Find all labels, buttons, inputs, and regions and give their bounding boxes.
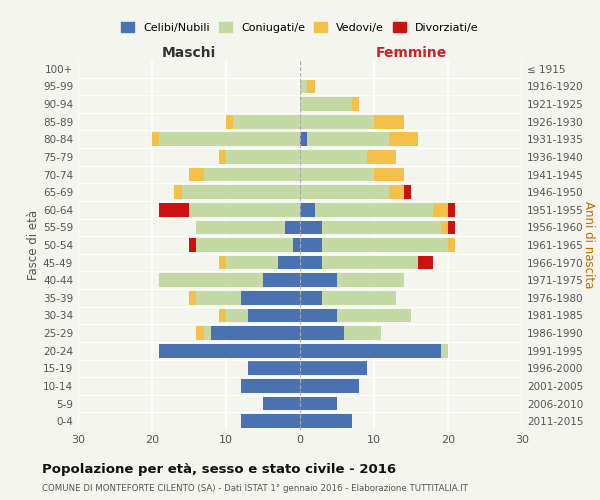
- Text: Maschi: Maschi: [162, 46, 216, 60]
- Bar: [293, 238, 300, 252]
- Bar: [300, 238, 322, 252]
- Bar: [433, 203, 448, 216]
- Bar: [196, 220, 285, 234]
- Bar: [322, 256, 418, 270]
- Bar: [285, 220, 300, 234]
- Bar: [263, 396, 300, 410]
- Bar: [300, 274, 337, 287]
- Bar: [241, 414, 300, 428]
- Bar: [389, 132, 418, 146]
- Bar: [300, 168, 374, 181]
- Bar: [218, 150, 226, 164]
- Bar: [344, 326, 382, 340]
- Bar: [300, 379, 359, 393]
- Bar: [226, 256, 278, 270]
- Bar: [189, 203, 300, 216]
- Bar: [263, 274, 300, 287]
- Bar: [226, 308, 248, 322]
- Bar: [300, 396, 337, 410]
- Bar: [300, 97, 352, 111]
- Bar: [448, 203, 455, 216]
- Bar: [248, 362, 300, 375]
- Text: COMUNE DI MONTEFORTE CILENTO (SA) - Dati ISTAT 1° gennaio 2016 - Elaborazione TU: COMUNE DI MONTEFORTE CILENTO (SA) - Dati…: [42, 484, 468, 493]
- Bar: [374, 115, 404, 128]
- Bar: [300, 80, 307, 94]
- Bar: [218, 308, 226, 322]
- Bar: [241, 291, 300, 304]
- Bar: [300, 414, 352, 428]
- Bar: [226, 115, 233, 128]
- Bar: [196, 291, 241, 304]
- Bar: [440, 344, 448, 358]
- Bar: [367, 150, 396, 164]
- Bar: [300, 150, 367, 164]
- Bar: [448, 220, 455, 234]
- Legend: Celibi/Nubili, Coniugati/e, Vedovi/e, Divorziati/e: Celibi/Nubili, Coniugati/e, Vedovi/e, Di…: [117, 18, 483, 37]
- Bar: [160, 203, 189, 216]
- Bar: [352, 97, 359, 111]
- Bar: [196, 326, 204, 340]
- Bar: [204, 326, 211, 340]
- Bar: [307, 80, 315, 94]
- Bar: [300, 132, 307, 146]
- Bar: [152, 132, 160, 146]
- Bar: [300, 186, 389, 199]
- Bar: [322, 220, 440, 234]
- Bar: [337, 274, 404, 287]
- Bar: [307, 132, 389, 146]
- Bar: [322, 238, 448, 252]
- Bar: [160, 344, 300, 358]
- Text: Femmine: Femmine: [376, 46, 446, 60]
- Bar: [189, 291, 196, 304]
- Bar: [233, 115, 300, 128]
- Bar: [440, 220, 448, 234]
- Y-axis label: Fasce di età: Fasce di età: [27, 210, 40, 280]
- Bar: [182, 186, 300, 199]
- Bar: [189, 168, 204, 181]
- Bar: [300, 362, 367, 375]
- Bar: [418, 256, 433, 270]
- Bar: [300, 291, 322, 304]
- Bar: [315, 203, 433, 216]
- Y-axis label: Anni di nascita: Anni di nascita: [582, 202, 595, 288]
- Bar: [160, 274, 263, 287]
- Bar: [174, 186, 182, 199]
- Bar: [389, 186, 404, 199]
- Bar: [404, 186, 411, 199]
- Bar: [218, 256, 226, 270]
- Text: Popolazione per età, sesso e stato civile - 2016: Popolazione per età, sesso e stato civil…: [42, 462, 396, 475]
- Bar: [204, 168, 300, 181]
- Bar: [300, 220, 322, 234]
- Bar: [196, 238, 293, 252]
- Bar: [211, 326, 300, 340]
- Bar: [241, 379, 300, 393]
- Bar: [448, 238, 455, 252]
- Bar: [189, 238, 196, 252]
- Bar: [160, 132, 300, 146]
- Bar: [322, 291, 396, 304]
- Bar: [300, 326, 344, 340]
- Bar: [300, 308, 337, 322]
- Bar: [248, 308, 300, 322]
- Bar: [300, 115, 374, 128]
- Bar: [278, 256, 300, 270]
- Bar: [337, 308, 411, 322]
- Bar: [300, 344, 440, 358]
- Bar: [300, 256, 322, 270]
- Bar: [374, 168, 404, 181]
- Bar: [226, 150, 300, 164]
- Bar: [300, 203, 315, 216]
